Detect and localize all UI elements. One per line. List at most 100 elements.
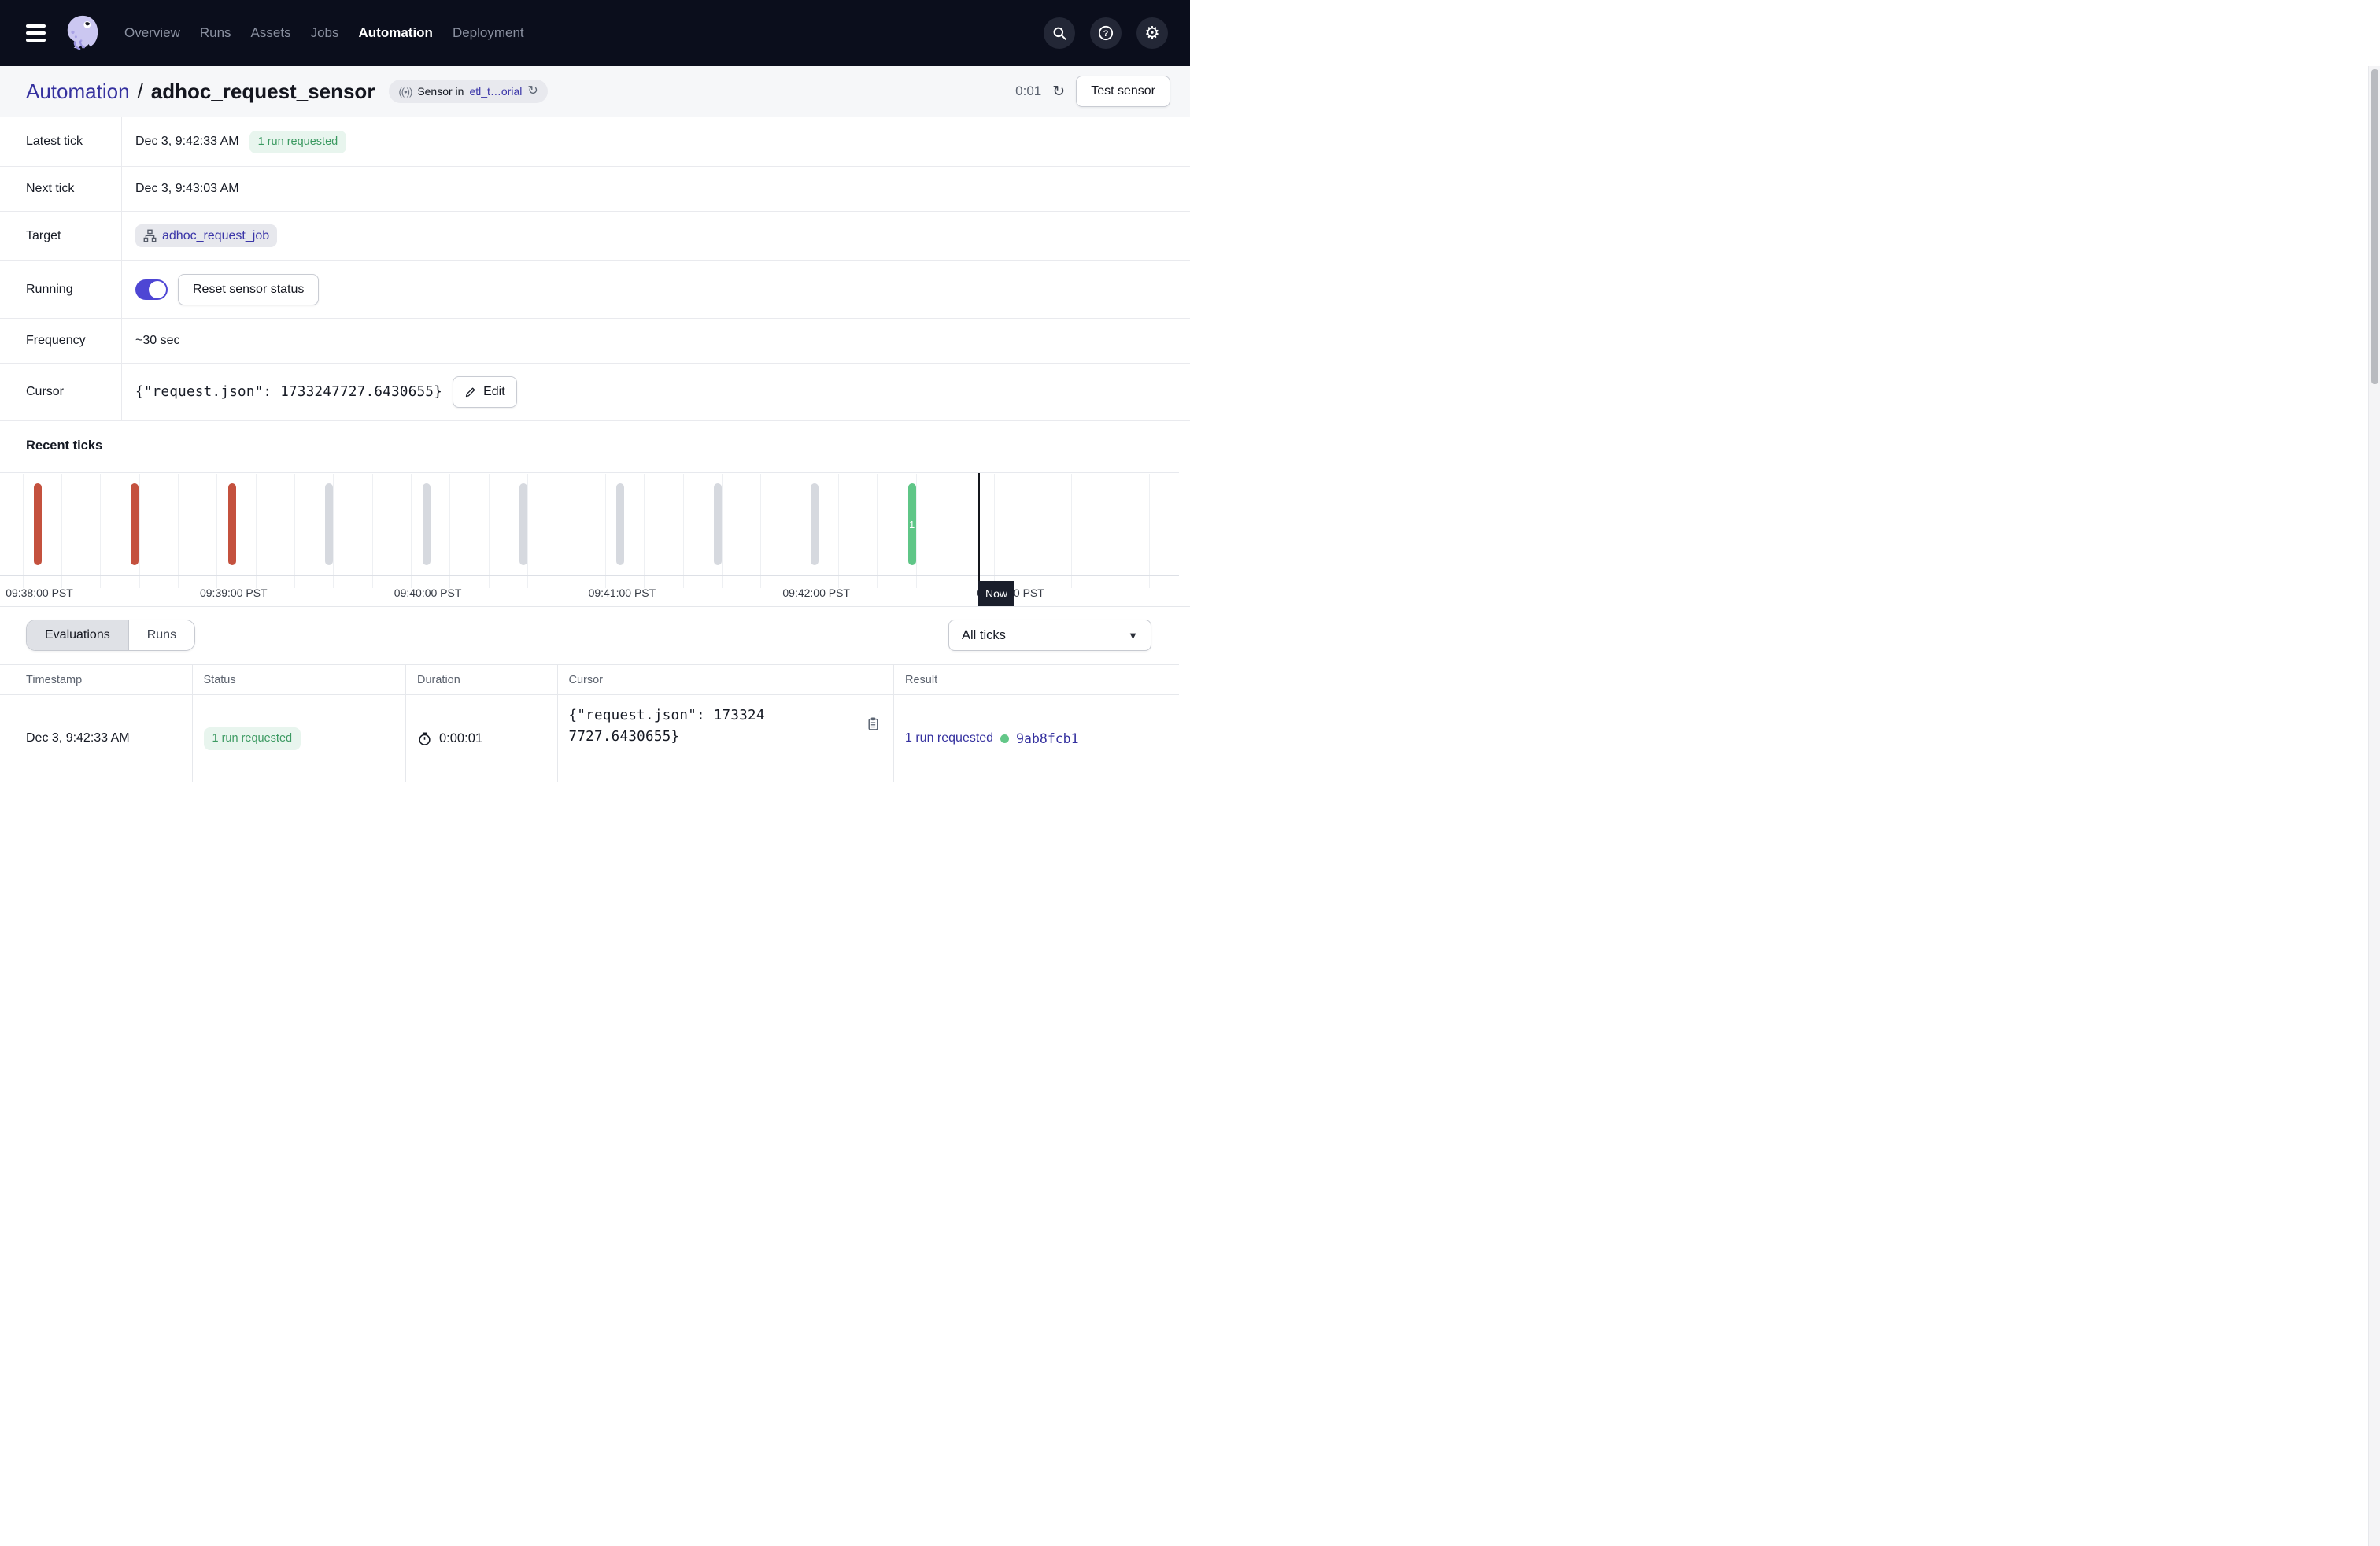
chart-axis-label: 09:38:00 PST [6, 586, 73, 599]
chevron-down-icon: ▼ [1128, 629, 1138, 642]
search-icon [1053, 27, 1066, 40]
chart-gridline [100, 474, 102, 588]
reset-sensor-status-button[interactable]: Reset sensor status [178, 273, 320, 305]
refresh-countdown: 0:01 [1015, 83, 1042, 98]
running-label: Running [0, 261, 122, 318]
row-timestamp: Dec 3, 9:42:33 AM [26, 731, 130, 745]
row-result-link[interactable]: 1 run requested [905, 731, 994, 745]
next-tick-label: Next tick [0, 167, 122, 211]
primary-nav: Overview Runs Assets Jobs Automation Dep… [124, 25, 524, 41]
edit-cursor-button[interactable]: Edit [453, 376, 517, 408]
chart-gridline [604, 474, 606, 588]
run-status-dot [1000, 734, 1010, 743]
tick-bar-skipped[interactable] [713, 483, 722, 565]
nav-item-runs[interactable]: Runs [199, 25, 231, 40]
scrollbar-thumb[interactable] [2371, 69, 2378, 384]
sensor-details: Latest tick Dec 3, 9:42:33 AM 1 run requ… [0, 117, 1190, 421]
page-header: Automation / adhoc_request_sensor ((•)) … [0, 66, 1190, 117]
breadcrumb: Automation / adhoc_request_sensor [26, 80, 375, 104]
evaluations-table: Timestamp Status Duration Cursor Result … [0, 664, 1179, 782]
frequency-label: Frequency [0, 319, 122, 363]
col-cursor: Cursor [556, 665, 893, 695]
latest-tick-value: Dec 3, 9:42:33 AM [135, 135, 239, 148]
nav-item-automation[interactable]: Automation [358, 25, 433, 40]
recent-ticks-section: Recent ticks 1 09:38:00 PST 09:39:00 PST 09… [0, 421, 1190, 607]
nav-item-assets[interactable]: Assets [250, 25, 291, 40]
col-duration: Duration [405, 665, 557, 695]
nav-item-jobs[interactable]: Jobs [310, 25, 339, 40]
chart-gridline [411, 474, 412, 588]
chart-gridline [22, 474, 24, 588]
page-title: adhoc_request_sensor [150, 79, 375, 103]
chart-gridline [333, 474, 334, 588]
tick-bar-failed[interactable] [227, 483, 236, 565]
frequency-row: Frequency ~30 sec [0, 319, 1190, 364]
nav-item-deployment[interactable]: Deployment [452, 25, 524, 40]
run-id-link[interactable]: 9ab8fcb1 [1016, 730, 1079, 746]
copy-clipboard-icon[interactable] [866, 716, 881, 731]
nav-item-overview[interactable]: Overview [124, 25, 180, 40]
tick-bar-failed[interactable] [34, 483, 42, 565]
dagster-logo-icon[interactable] [63, 13, 102, 53]
history-tabs: Evaluations Runs [26, 620, 196, 651]
test-sensor-button[interactable]: Test sensor [1076, 76, 1170, 107]
chart-axis-label: 09:39:00 PST [199, 586, 268, 599]
menu-icon[interactable] [26, 24, 46, 42]
cursor-value: {"request.json": 1733247727.6430655} [135, 384, 443, 400]
latest-tick-label: Latest tick [0, 117, 122, 166]
recent-ticks-title: Recent ticks [26, 438, 103, 453]
chart-gridline [993, 474, 995, 588]
chart-axis-line [0, 575, 1179, 576]
search-button[interactable] [1044, 17, 1075, 49]
tick-bar-skipped[interactable] [422, 483, 431, 565]
stopwatch-icon [419, 732, 431, 745]
settings-button[interactable]: ⚙ [1136, 17, 1168, 49]
col-status: Status [191, 665, 405, 695]
tick-bar-skipped[interactable] [519, 483, 527, 565]
target-job-link[interactable]: adhoc_request_job [162, 228, 270, 242]
chart-gridline [527, 474, 529, 588]
chart-gridline [371, 474, 373, 588]
code-location-link[interactable]: etl_t…orial [469, 85, 523, 98]
tick-bar-skipped[interactable] [811, 483, 819, 565]
tab-runs[interactable]: Runs [128, 620, 195, 650]
table-header-row: Timestamp Status Duration Cursor Result [0, 665, 1179, 695]
chart-gridline [488, 474, 490, 588]
cursor-row: Cursor {"request.json": 1733247727.64306… [0, 364, 1190, 421]
chart-gridline [449, 474, 451, 588]
table-row: Dec 3, 9:42:33 AM 1 run requested 0:00:0… [0, 695, 1179, 782]
sensor-icon: ((•)) [398, 85, 412, 98]
chart-gridline [61, 474, 62, 588]
target-job-chip[interactable]: adhoc_request_job [135, 224, 278, 247]
svg-text:?: ? [1103, 29, 1109, 39]
sensor-location-badge: ((•)) Sensor in etl_t…orial ↻ [389, 80, 548, 103]
help-button[interactable]: ? [1090, 17, 1122, 49]
row-status-badge: 1 run requested [203, 727, 301, 750]
breadcrumb-separator: / [137, 79, 143, 103]
chart-gridline [139, 474, 140, 588]
running-row: Running Reset sensor status [0, 261, 1190, 319]
refresh-icon[interactable]: ↻ [1052, 83, 1066, 100]
breadcrumb-automation-link[interactable]: Automation [26, 79, 130, 103]
tick-bar-skipped[interactable] [325, 483, 334, 565]
tick-filter-select[interactable]: All ticks ▼ [948, 620, 1151, 651]
next-tick-value: Dec 3, 9:43:03 AM [135, 182, 239, 195]
sensor-badge-text: Sensor in [417, 85, 464, 98]
now-marker-line [978, 473, 980, 581]
tick-bar-requested[interactable]: 1 [907, 483, 916, 565]
tick-bar-failed[interactable] [131, 483, 139, 565]
pencil-icon [465, 387, 475, 398]
col-result: Result [893, 665, 1179, 695]
running-toggle[interactable] [135, 279, 168, 300]
row-cursor-value: {"request.json": 1733247727.6430655} [568, 708, 765, 745]
tick-bar-skipped[interactable] [616, 483, 625, 565]
scrollbar-track[interactable] [2368, 66, 2380, 1546]
target-label: Target [0, 212, 122, 260]
reload-location-icon[interactable]: ↻ [527, 84, 538, 98]
chart-gridline [216, 474, 218, 588]
row-duration: 0:00:01 [439, 730, 483, 745]
chart-gridline [255, 474, 257, 588]
tab-evaluations[interactable]: Evaluations [27, 620, 128, 650]
cursor-label: Cursor [0, 364, 122, 420]
target-row: Target adhoc_request_job [0, 212, 1190, 261]
